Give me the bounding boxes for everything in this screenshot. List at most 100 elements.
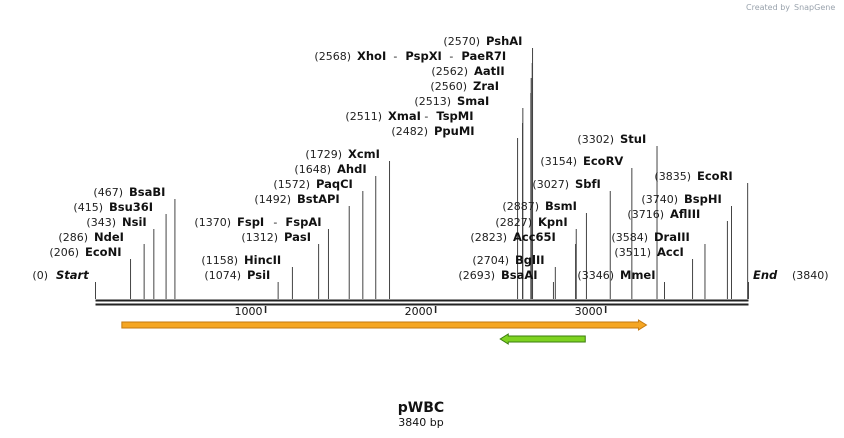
enzyme-name: EcoRV [583,154,623,168]
site-position: (206) [49,246,79,259]
feature-orange-arrow[interactable] [121,319,648,331]
enzyme-name: PshAI [486,34,522,48]
site-position: (1370) [194,216,231,229]
site-label-psii[interactable]: (1074) PsiI [204,268,270,282]
site-position: (3302) [577,133,614,146]
site-position: (1572) [273,178,310,191]
site-label-bsaai[interactable]: (2693) BsaAI [458,268,537,282]
enzyme-name: BsmI [545,199,577,213]
enzyme-name: MmeI [620,268,656,282]
enzyme-name: PpuMI [434,124,475,138]
site-label-kpni[interactable]: (2827) KpnI [495,215,567,229]
site-position: (2887) [502,200,539,213]
site-position: (3584) [611,231,648,244]
site-label-bsmi[interactable]: (2887) BsmI [502,199,576,213]
site-label-ndei[interactable]: (286) NdeI [58,230,124,244]
site-label-ahdi[interactable]: (1648) AhdI [294,162,366,176]
enzyme-name: EcoNI [85,245,121,259]
site-position: (2482) [391,125,428,138]
site-label-xhoi[interactable]: (2568) XhoI - PspXI - PaeR7I [314,49,506,63]
site-label-xcmi[interactable]: (1729) XcmI [305,147,380,161]
enzyme-name: BsaAI [501,268,538,282]
site-label-acci[interactable]: (3511) AccI [614,245,683,259]
enzyme-name: PsiI [247,268,270,282]
enzyme-name: PspXI [405,49,441,63]
enzyme-name: Bsu36I [109,200,153,214]
site-label-draiii[interactable]: (3584) DraIII [611,230,689,244]
features[interactable] [121,319,648,345]
dna-backbone [95,299,749,306]
enzyme-name: NsiI [122,215,147,229]
site-label-aatii[interactable]: (2562) AatII [431,64,504,78]
site-position: (2562) [431,65,468,78]
site-position: (1729) [305,148,342,161]
site-position: (415) [73,201,103,214]
enzyme-name: PasI [284,230,311,244]
site-label-hincii[interactable]: (1158) HincII [201,253,281,267]
site-label-sbfi[interactable]: (3027) SbfI [532,177,600,191]
site-position: (3346) [577,269,614,282]
site-label-fspi[interactable]: (1370) FspI - FspAI [194,215,321,229]
site-position: (3740) [641,193,678,206]
site-label-pshai[interactable]: (2570) PshAI [443,34,522,48]
site-label-mmei[interactable]: (3346) MmeI [577,268,655,282]
site-position: (1312) [241,231,278,244]
enzyme-name: SbfI [575,177,601,191]
ruler-tick-label: 1000 [235,305,263,318]
site-label-nsii[interactable]: (343) NsiI [86,215,146,229]
enzyme-name: DraIII [654,230,690,244]
end-name: End [753,268,778,282]
enzyme-name: Acc65I [513,230,556,244]
site-position: (3154) [540,155,577,168]
site-position: (2568) [314,50,351,63]
enzyme-name: HincII [244,253,281,267]
ruler-tick-label: 2000 [405,305,433,318]
site-label-pasi[interactable]: (1312) PasI [241,230,311,244]
site-label-bsphi[interactable]: (3740) BspHI [641,192,721,206]
enzyme-name: FspAI [285,215,321,229]
site-position: (2704) [472,254,509,267]
site-label-ppumi[interactable]: (2482) PpuMI [391,124,474,138]
ruler-tick-label: 3000 [575,305,603,318]
site-label-paqci[interactable]: (1572) PaqCI [273,177,352,191]
site-position: (467) [93,186,123,199]
site-label-ecori[interactable]: (3835) EcoRI [654,169,732,183]
enzyme-name: FspI [237,215,264,229]
enzyme-name: AhdI [337,162,367,176]
site-position: (2823) [470,231,507,244]
site-position: (343) [86,216,116,229]
site-label-zrai[interactable]: (2560) ZraI [430,79,499,93]
site-label-bstapi[interactable]: (1492) BstAPI [254,192,339,206]
site-labels[interactable]: (206) EcoNI(286) NdeI(343) NsiI(415) Bsu36I(… [32,34,828,282]
start-position: (0) [32,269,48,282]
site-position: (2827) [495,216,532,229]
plasmid-name: pWBC [398,400,444,416]
site-label-econi[interactable]: (206) EcoNI [49,245,121,259]
site-position: (3835) [654,170,691,183]
site-label-xmai[interactable]: (2511) XmaI - TspMI [345,109,473,123]
site-position: (1158) [201,254,238,267]
site-label-aflii[interactable]: (3716) AflIII [627,207,700,221]
site-label-bglii[interactable]: (2704) BglII [472,253,544,267]
ruler: 1000 2000 3000 [235,305,607,318]
feature-green-arrow[interactable] [499,333,586,345]
enzyme-name: StuI [620,132,646,146]
snapgene-credit: SnapGene [794,3,835,12]
enzyme-name: BsaBI [129,185,165,199]
site-label-smai[interactable]: (2513) SmaI [414,94,489,108]
site-position: (286) [58,231,88,244]
site-position: (1492) [254,193,291,206]
site-label-stui[interactable]: (3302) StuI [577,132,646,146]
site-label-ecorv[interactable]: (3154) EcoRV [540,154,623,168]
site-label-bsabi[interactable]: (467) BsaBI [93,185,165,199]
site-position: (3027) [532,178,569,191]
credit-prefix: Created by [746,3,790,12]
enzyme-name: AccI [657,245,684,259]
site-label-bsu36i[interactable]: (415) Bsu36I [73,200,153,214]
enzyme-name: AatII [474,64,505,78]
enzyme-name: AflIII [670,207,700,221]
site-label-acc65i[interactable]: (2823) Acc65I [470,230,555,244]
enzyme-name: XcmI [348,147,380,161]
enzyme-name: PaqCI [316,177,353,191]
name-separator: - [449,50,453,63]
